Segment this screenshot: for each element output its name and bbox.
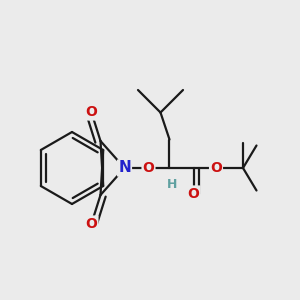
Text: O: O	[188, 187, 200, 200]
Text: O: O	[85, 217, 98, 230]
Text: O: O	[210, 161, 222, 175]
Text: H: H	[167, 178, 178, 191]
Text: O: O	[85, 106, 98, 119]
Text: O: O	[142, 161, 154, 175]
Text: N: N	[118, 160, 131, 175]
